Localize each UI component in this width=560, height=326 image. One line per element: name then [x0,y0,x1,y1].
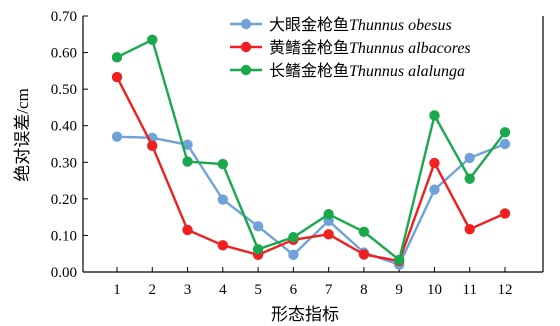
x-tick-label: 9 [395,282,403,298]
legend-marker [240,18,252,30]
x-tick-label: 8 [360,282,368,298]
data-point [499,138,511,150]
data-point [429,184,440,195]
data-point [499,208,511,219]
legend-label: 长鳍金枪鱼Thunnus alalunga [269,62,465,80]
data-point [182,156,193,167]
x-tick-label: 4 [219,282,227,298]
data-point [393,254,405,266]
data-point [429,157,440,169]
data-point [358,226,370,237]
data-point [147,34,158,45]
data-point [217,158,229,170]
x-tick-label: 5 [254,282,262,298]
legend-marker [240,64,252,76]
series-group [111,34,511,266]
x-tick-label: 2 [149,282,157,298]
data-point [252,244,264,255]
series-line [116,38,506,263]
y-tick-label: 0.10 [51,228,77,244]
data-point [499,127,511,138]
data-point [358,249,370,260]
x-tick-label: 7 [325,282,333,298]
y-tick-label: 0.70 [51,9,77,25]
series-layer [111,34,511,270]
y-tick-label: 0.30 [51,155,77,171]
legend-label-chinese: 长鳍金枪鱼 [269,62,349,80]
data-point [147,140,158,152]
data-point [111,71,123,83]
data-point [252,221,264,232]
legend-label-latin: Thunnus alalunga [349,63,465,80]
data-point [182,139,193,150]
data-point [323,209,334,220]
data-point [288,232,299,243]
legend-label: 黄鳍金枪鱼Thunnus albacores [269,39,471,57]
x-axis-label: 形态指标 [271,305,339,324]
series-line [115,76,506,263]
x-ticks: 1 2 3 4 5 6 7 8 9 10 11 12 [113,267,513,298]
x-tick-label: 12 [498,282,513,298]
legend-marker [240,41,252,53]
series-group [111,71,511,267]
data-point [464,152,475,164]
y-tick-label: 0.60 [51,46,77,62]
x-tick-label: 1 [113,282,121,298]
data-point [111,131,123,142]
data-point [429,110,440,121]
x-tick-label: 6 [290,282,298,298]
series-group [111,131,511,270]
x-tick-label: 10 [427,282,442,298]
legend-label-chinese: 黄鳍金枪鱼 [269,39,349,57]
y-tick-label: 0.00 [51,265,77,281]
legend-label-latin: Thunnus albacores [349,40,471,57]
legend-label: 大眼金枪鱼Thunnus obesus [269,16,452,34]
data-point [217,194,229,205]
data-point [217,240,229,251]
y-tick-label: 0.40 [51,119,77,135]
data-point [323,229,334,240]
legend-label-chinese: 大眼金枪鱼 [269,16,349,34]
data-point [464,224,475,235]
data-point [182,224,193,236]
axes [82,16,544,273]
x-tick-label: 11 [463,282,477,298]
y-tick-label: 0.20 [51,192,77,208]
y-tick-label: 0.50 [51,82,77,98]
y-axis-label: 绝对误差/cm [13,88,32,182]
data-point [111,52,123,63]
data-point [464,173,475,184]
x-tick-label: 3 [184,282,192,298]
data-point [288,249,299,261]
y-ticks: 0.00 0.10 0.20 0.30 0.40 0.50 0.60 0.70 [51,9,88,281]
legend-label-latin: Thunnus obesus [349,17,452,34]
